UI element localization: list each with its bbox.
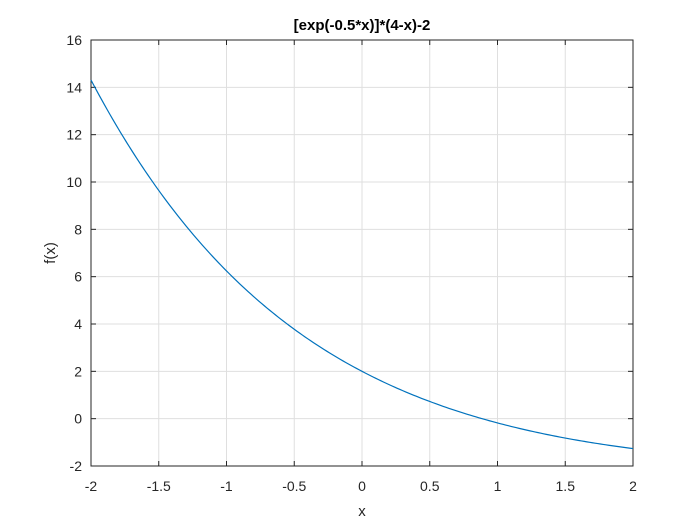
y-tick-label: 2 [74,363,82,379]
y-tick-label: 8 [74,221,82,237]
y-tick-label: 14 [66,79,82,95]
x-tick-label: 0 [358,478,366,494]
x-tick-label: -1 [220,478,233,494]
y-tick-label: 12 [66,127,82,143]
x-tick-label: -0.5 [282,478,306,494]
y-tick-label: 10 [66,174,82,190]
x-tick-label: -2 [85,478,98,494]
y-tick-label: 0 [74,411,82,427]
y-tick-label: 6 [74,269,82,285]
y-tick-label: 16 [66,32,82,48]
y-tick-label: 4 [74,316,82,332]
x-tick-label: 1.5 [556,478,576,494]
x-tick-label: 1 [494,478,502,494]
y-axis-label: f(x) [42,242,59,264]
x-tick-label: 2 [629,478,637,494]
x-axis-label: x [358,503,366,520]
chart-title: [exp(-0.5*x)]*(4-x)-2 [294,17,431,34]
x-tick-label: -1.5 [147,478,171,494]
y-tick-label: -2 [70,458,83,474]
x-tick-label: 0.5 [420,478,440,494]
grid [91,40,633,466]
